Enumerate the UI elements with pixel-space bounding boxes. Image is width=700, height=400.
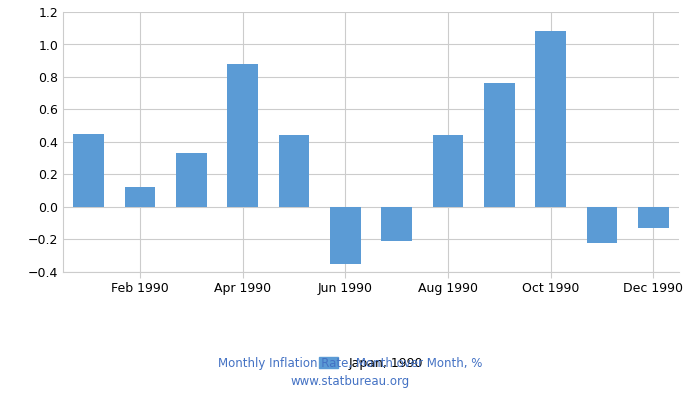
Bar: [176, 153, 206, 207]
Legend: Japan, 1990: Japan, 1990: [314, 352, 428, 375]
Bar: [638, 207, 668, 228]
Bar: [330, 207, 360, 264]
Bar: [125, 188, 155, 207]
Bar: [587, 207, 617, 243]
Bar: [279, 136, 309, 207]
Bar: [536, 32, 566, 207]
Bar: [74, 134, 104, 207]
Bar: [484, 84, 514, 207]
Bar: [382, 207, 412, 241]
Text: Monthly Inflation Rate, Month over Month, %: Monthly Inflation Rate, Month over Month…: [218, 358, 482, 370]
Text: www.statbureau.org: www.statbureau.org: [290, 376, 410, 388]
Bar: [228, 64, 258, 207]
Bar: [433, 136, 463, 207]
